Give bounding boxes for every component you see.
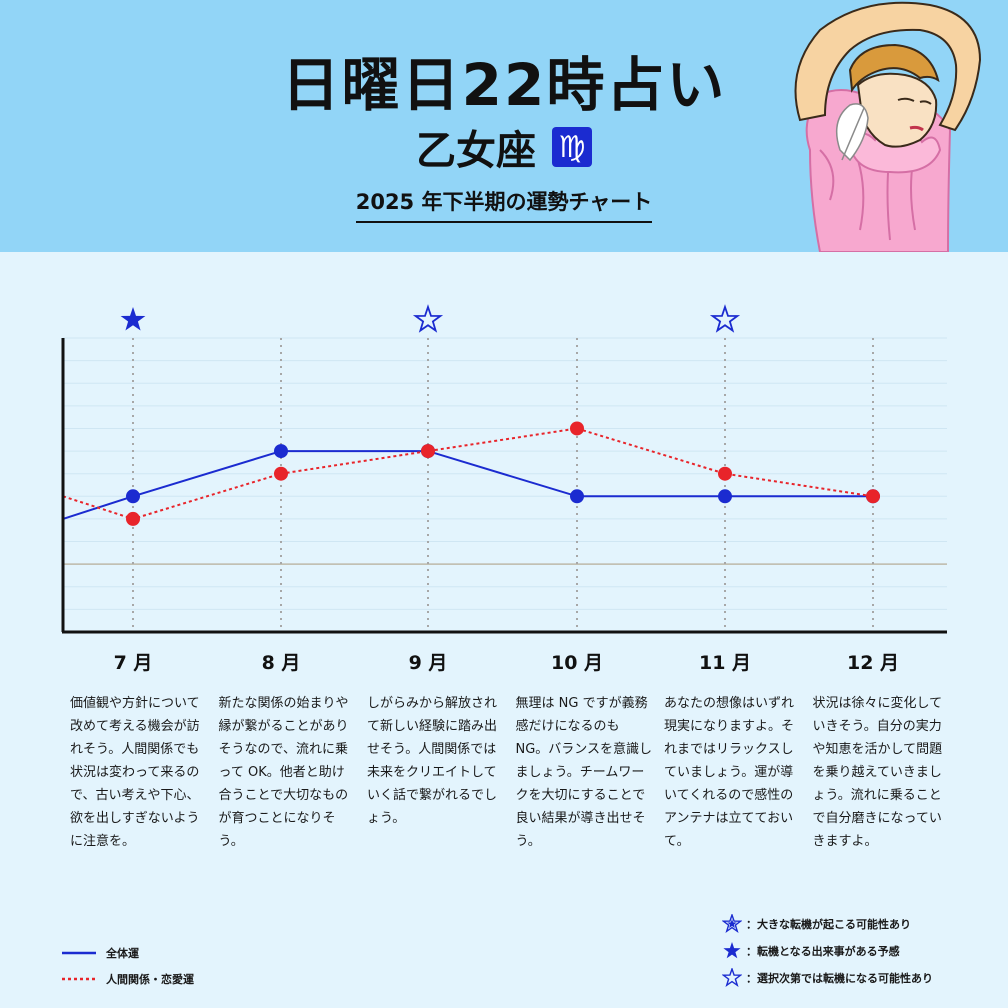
monthly-descriptions: 価値観や方針について改めて考える機会が訪れそう。人間関係でも状況は変わって来るの…: [70, 692, 960, 882]
star-legend-event: ：転機となる出来事がある予感: [722, 937, 933, 964]
zodiac-sign-row: 乙女座 ♍: [0, 118, 1008, 176]
outline-star-icon: [722, 967, 742, 987]
month-label: 10 月: [550, 652, 604, 674]
filled-star-icon: [120, 307, 146, 331]
star-legend: ：大きな転機が起こる可能性あり ：転機となる出来事がある予感 ：選択次第では転機…: [722, 910, 933, 991]
overall-point-7: [126, 489, 140, 504]
chart-subtitle-text: 2025 年下半期の運勢チャート: [355, 186, 653, 223]
legend-overall-label: 全体運: [106, 947, 139, 960]
overall-point-11: [718, 489, 732, 504]
fortune-teller-illustration: [794, 1, 982, 252]
fortune-line-chart: [61, 304, 947, 634]
month-description: 価値観や方針について改めて考える機会が訪れそう。人間関係でも状況は変わって来るの…: [70, 696, 200, 849]
chart-subtitle: 2025 年下半期の運勢チャート: [0, 186, 1008, 223]
month-labels: 7 月 8 月 9 月 10 月 11 月 12 月: [58, 648, 948, 678]
relationship-point-11: [718, 466, 732, 481]
month-description: あなたの想像はいずれ現実になりますよ。それまではリラックスしていましょう。運が導…: [664, 696, 795, 849]
relationship-point-9: [421, 444, 435, 459]
legend-solid-swatch: [62, 951, 96, 955]
relationship-point-8: [274, 466, 288, 481]
overall-point-10: [570, 489, 584, 504]
month-description: 新たな関係の始まりや縁が繋がることがありそうなので、流れに乗って OK。他者と助…: [218, 696, 349, 849]
virgo-symbol-icon: ♍: [552, 127, 592, 167]
month-description: 無理は NG ですが義務感だけになるのも NG。バランスを意識しましょう。チーム…: [515, 696, 653, 849]
outline-star-icon: [412, 304, 444, 333]
month-description: しがらみから解放されて新しい経験に踏み出せそう。人間関係では未来をクリエイトして…: [367, 696, 498, 826]
star-legend-major-label: ：大きな転機が起こる可能性あり: [746, 917, 911, 931]
legend-relation: 人間関係・恋愛運: [62, 966, 194, 992]
chart-points: [126, 421, 880, 526]
filled-star-icon: [723, 941, 741, 958]
star-legend-major: ：大きな転機が起こる可能性あり: [722, 910, 933, 937]
zodiac-sign-name: 乙女座: [416, 128, 536, 174]
month-label: 12 月: [846, 652, 900, 674]
month-description: 状況は徐々に変化していきそう。自分の実力や知恵を活かして問題を乗り越えていきまし…: [812, 696, 943, 849]
relationship-point-10: [570, 421, 584, 436]
overall-fortune-line: [62, 450, 873, 520]
star-legend-event-label: ：転機となる出来事がある予感: [746, 944, 900, 958]
outline-star-icon: [709, 304, 741, 333]
legend-relation-label: 人間関係・恋愛運: [106, 973, 194, 986]
legend-overall: 全体運: [62, 940, 194, 966]
header-banner: 日曜日22時占い 乙女座 ♍ 2025 年下半期の運勢チャート: [0, 0, 1008, 252]
relationship-point-12: [866, 489, 880, 504]
turning-point-stars: [120, 304, 741, 333]
star-legend-choice-label: ：選択次第では転機になる可能性あり: [746, 971, 933, 985]
month-guides: [132, 338, 874, 632]
month-label: 9 月: [408, 652, 448, 674]
page-title: 日曜日22時占い: [281, 51, 727, 119]
legend-dotted-swatch: [62, 977, 96, 981]
month-label: 11 月: [698, 652, 752, 674]
star-legend-choice: ：選択次第では転機になる可能性あり: [722, 964, 933, 991]
double-star-icon: [722, 913, 742, 933]
month-label: 7 月: [113, 652, 153, 674]
month-label: 8 月: [261, 652, 301, 674]
line-legend: 全体運 人間関係・恋愛運: [62, 940, 194, 992]
relationship-point-7: [126, 511, 140, 526]
overall-point-8: [274, 444, 288, 459]
